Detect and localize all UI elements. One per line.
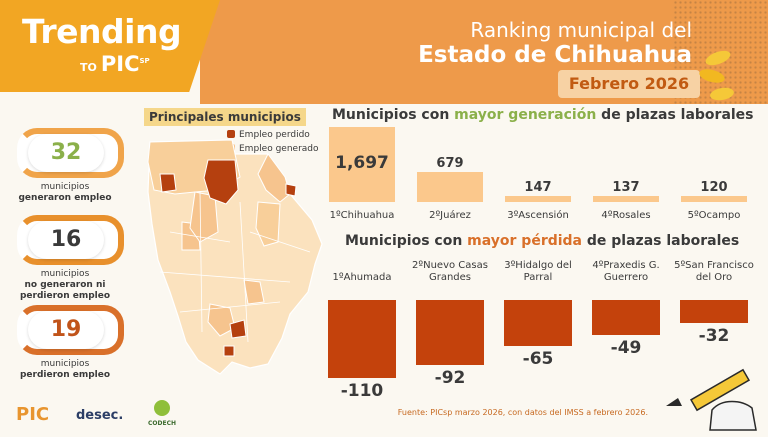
bar-value-label: 120 — [700, 180, 728, 195]
desec-logo: desec. — [76, 408, 124, 423]
region-praxedis — [285, 183, 297, 197]
source-note: Fuente: PICsp marzo 2026, con datos del … — [397, 408, 648, 417]
category-label: 2ºNuevo Casas Grandes — [412, 260, 488, 283]
region-nuevo-casas-grandes — [159, 173, 177, 193]
bar-lost — [680, 300, 748, 323]
category-label: 5ºOcampo — [687, 210, 741, 221]
category-label: 3ºAscensión — [507, 210, 569, 221]
brand-subtitle: TO PICSP — [80, 52, 150, 76]
bar-generated — [681, 196, 747, 202]
region-san-francisco — [223, 345, 235, 357]
brand-pic: PICSP — [100, 52, 150, 76]
legend-item-lost: Empleo perdido — [227, 130, 310, 140]
bar-generated — [329, 127, 395, 202]
brand-band — [0, 0, 220, 92]
category-label: 1ºChihuahua — [329, 210, 395, 221]
bar-generated — [505, 195, 571, 202]
category-label: 4ºPraxedis G. Guerrero — [592, 260, 660, 283]
chart2-title: Municipios con mayor pérdida de plazas l… — [345, 233, 740, 249]
kpi-label: municipios no generaron ni perdieron emple… — [19, 269, 111, 301]
region-central — [255, 201, 281, 247]
bar-value-label: -110 — [340, 381, 384, 401]
bar-value-label: 1,697 — [335, 152, 389, 173]
bar-value-label: 147 — [524, 179, 552, 195]
bar-lost — [504, 300, 572, 347]
bar-value-label: 137 — [612, 179, 640, 195]
region-ahumada — [203, 159, 239, 205]
bar-value-label: -92 — [434, 368, 466, 389]
category-label: 4ºRosales — [601, 210, 651, 221]
category-label: 2ºJuárez — [429, 210, 471, 221]
region-juarez-corridor — [257, 153, 291, 203]
chart2-area: 1ºAhumada -110 2ºNuevo Casas Grandes -92 3ºHi… — [318, 256, 758, 401]
map-title: Principales municipios — [144, 108, 306, 126]
bar-generated — [417, 171, 483, 202]
brand-title: Trending — [22, 12, 182, 51]
bar-generated — [593, 195, 659, 202]
category-label: 1ºAhumada — [332, 272, 392, 283]
category-label: 3ºHidalgo del Parral — [504, 260, 572, 283]
bar-value-label: -49 — [610, 337, 642, 358]
chart1-title: Municipios con mayor generación de plaza… — [332, 107, 754, 123]
bar-value-label: 679 — [436, 155, 464, 171]
bar-lost — [416, 300, 484, 366]
chihuahua-map — [147, 139, 323, 375]
codech-logo: CODECH — [148, 398, 176, 427]
bar-lost — [592, 300, 660, 335]
bar-value-label: -65 — [522, 349, 554, 370]
kpi-value: 19 — [28, 311, 104, 349]
kpi-value: 32 — [28, 134, 104, 172]
kpi-value: 16 — [28, 221, 104, 259]
category-label: 5ºSan Francisco del Oro — [674, 260, 754, 283]
header-line2: Estado de Chihuahua — [418, 42, 692, 68]
bar-lost — [328, 300, 396, 378]
municipal-borders — [159, 191, 311, 343]
bar-value-label: -32 — [698, 325, 730, 346]
kpi-label: municipios perdieron empleo — [19, 359, 111, 380]
kpi-label: municipios generaron empleo — [18, 182, 112, 203]
pic-logo: PIC — [16, 404, 50, 425]
chart1-area: 1,697 1ºChihuahua 679 2ºJuárez 147 3ºAscensió… — [318, 126, 758, 230]
pencil-hand-icon — [666, 368, 757, 431]
chips-icon — [699, 50, 734, 101]
header-line1: Ranking municipal del — [470, 18, 692, 42]
codech-emblem-icon — [154, 400, 170, 416]
region-parral — [229, 319, 247, 339]
date-badge: Febrero 2026 — [558, 70, 700, 98]
brand-to: TO — [80, 61, 97, 74]
region-ocampo — [243, 279, 265, 305]
